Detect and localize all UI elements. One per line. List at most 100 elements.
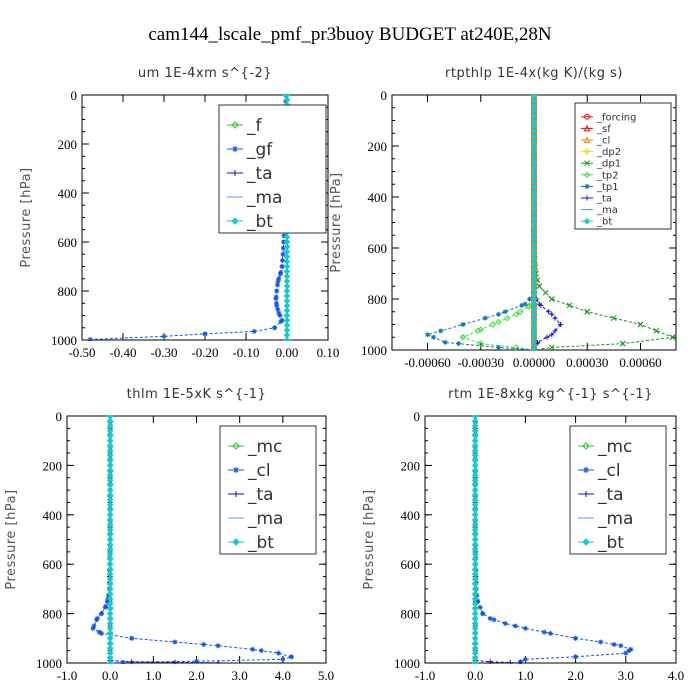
data-point [129, 659, 135, 664]
legend-marker [584, 183, 590, 189]
x-tick-label: 0.00060 [619, 355, 661, 370]
legend-entry: _ma [228, 509, 283, 529]
x-tick-label: 0.00000 [513, 355, 555, 370]
legend-label: _forcing [596, 112, 637, 123]
legend-entry: _ma [227, 188, 282, 208]
legend-label: _ma [596, 205, 618, 216]
panel-title: rtpthlp 1E-4x(kg K)/(kg s) [445, 66, 623, 81]
legend-entry: _tp1 [581, 182, 619, 193]
legend-label: _ta [247, 485, 274, 505]
data-point [120, 660, 126, 664]
y-tick-label: 200 [401, 458, 421, 473]
data-point [279, 264, 285, 269]
panel-title: thlm 1E-5xK s^{-1} [127, 387, 267, 402]
legend-label: _bt [246, 212, 273, 232]
data-point [549, 311, 555, 317]
legend-entry: _dp1 [581, 159, 621, 170]
data-point [546, 309, 552, 315]
data-point [558, 322, 564, 327]
data-point [172, 659, 178, 664]
y-tick-label: 0 [414, 409, 421, 424]
data-point [598, 639, 604, 645]
x-tick-label: -1.0 [415, 668, 436, 683]
series-bt [530, 94, 538, 351]
data-point [475, 598, 481, 604]
y-tick-label: 800 [58, 284, 78, 299]
data-point [522, 656, 528, 662]
data-point [258, 648, 264, 654]
legend-marker [583, 171, 591, 179]
data-point [507, 660, 513, 664]
figure-title: cam144_lscale_pmf_pr3buoy BUDGET at240E,… [148, 24, 552, 45]
y-tick-label: 600 [58, 235, 78, 250]
data-point [276, 650, 282, 656]
data-point [474, 327, 481, 335]
legend-entry: _mc [578, 437, 632, 457]
data-point [459, 334, 467, 341]
legend-entry: _forcing [581, 112, 637, 123]
panel-title: um 1E-4xm s^{-2} [138, 66, 272, 81]
data-point [525, 303, 532, 310]
series-bt [471, 415, 479, 664]
legend-marker [583, 217, 591, 225]
legend-entry: _f [227, 116, 263, 136]
data-point [106, 659, 114, 664]
y-axis-label: Pressure [hPa] [329, 172, 344, 272]
legend-marker [232, 170, 238, 176]
legend-marker [583, 467, 589, 473]
legend-entry: _gf [227, 140, 273, 160]
data-point [522, 301, 528, 307]
legend-label: _ma [246, 188, 282, 208]
data-point [522, 625, 528, 631]
data-point [280, 656, 286, 662]
legend-label: _dp2 [596, 147, 621, 158]
y-axis-label: Pressure [hPa] [362, 489, 377, 589]
y-tick-label: 600 [401, 557, 421, 572]
data-point [487, 659, 493, 664]
legend-entry: _sf [581, 124, 611, 135]
data-point [611, 641, 617, 647]
legend-label: _f [246, 116, 263, 136]
legend-marker [584, 195, 590, 201]
x-tick-label: -0.30 [150, 345, 177, 360]
legend-marker [583, 148, 591, 155]
data-point [548, 630, 553, 636]
data-point [637, 321, 644, 328]
data-point [584, 308, 591, 315]
legend-entry: _ta [228, 485, 274, 505]
data-point [275, 278, 281, 284]
y-tick-label: 800 [401, 607, 421, 622]
y-tick-label: 600 [43, 557, 63, 572]
panel-4: rtm 1E-8xkg kg^{-1} s^{-1} Pressure [hPa]… [362, 387, 684, 683]
y-tick-label: 1000 [36, 656, 62, 671]
data-point [288, 654, 294, 660]
data-point [275, 282, 281, 288]
data-point [536, 301, 542, 307]
data-point [215, 643, 221, 649]
legend-label: _dp1 [596, 159, 621, 170]
data-point [87, 337, 93, 341]
legend-entry: _dp2 [581, 147, 621, 158]
legend-label: _ma [597, 509, 633, 529]
x-tick-label: -0.00060 [404, 355, 451, 370]
data-point [172, 639, 178, 645]
x-tick-label: -0.20 [191, 345, 218, 360]
data-point [619, 340, 626, 347]
data-point [201, 641, 207, 647]
x-tick-label: 0.0 [102, 668, 118, 683]
legend-entry: _mc [228, 437, 282, 457]
y-tick-label: 0 [71, 88, 78, 103]
legend-marker [584, 113, 590, 120]
legend-entry: _cl [228, 461, 271, 481]
data-point [489, 321, 496, 328]
legend-label: _cl [597, 461, 621, 481]
y-tick-label: 200 [58, 137, 78, 152]
legend: _f _gf _ta _ma _bt [218, 104, 327, 234]
data-point [277, 271, 283, 277]
data-point [573, 654, 579, 660]
legend-label: _ta [597, 485, 624, 505]
legend-entry: _ta [578, 485, 624, 505]
y-tick-label: 800 [43, 607, 63, 622]
legend-entry: _ma [578, 509, 633, 529]
data-point [91, 623, 97, 629]
